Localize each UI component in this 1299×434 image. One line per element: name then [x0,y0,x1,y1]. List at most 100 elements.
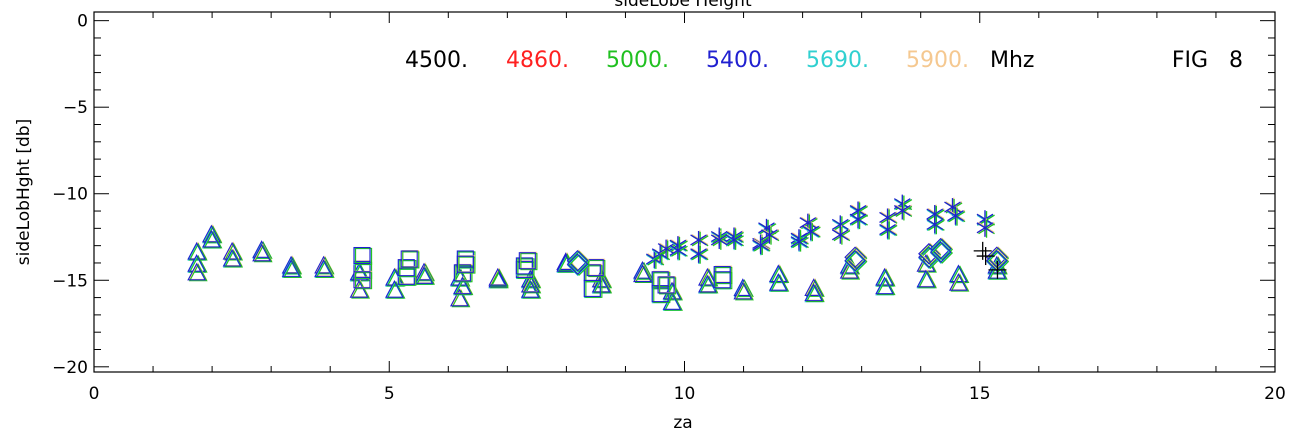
triangle-marker [414,266,434,284]
asterisk-marker [947,206,964,225]
triangle-marker [768,264,788,283]
data-points [187,194,1010,311]
triangle-marker [187,254,207,272]
asterisk-marker [690,244,707,263]
asterisk-marker [710,230,728,249]
diamond-marker [844,249,866,272]
frequency-legend: 4500. 4860. 5000. 5400. 5690. 5900. Mhz [405,48,1034,73]
triangle-marker [699,268,719,287]
legend-unit-label: Mhz [990,48,1034,73]
triangle-marker [201,229,221,248]
triangle-marker [253,244,273,263]
square-marker [713,266,731,284]
square-marker [515,257,533,275]
x-tick-label: 0 [89,384,100,404]
diamond-marker [844,251,867,273]
square-marker [355,247,373,265]
triangle-marker [768,273,788,291]
triangle-marker [591,274,611,293]
square-marker [402,251,420,269]
diamond-marker [566,254,589,277]
triangle-marker [770,265,790,284]
triangle-marker [804,278,824,296]
legend-frequency-label: 5000. [606,48,669,73]
x-tick-label: 15 [969,384,991,404]
square-marker [518,252,536,270]
diamond-marker [929,241,952,263]
triangle-marker [804,283,824,302]
triangle-marker [591,269,611,288]
y-tick-label: 0 [77,12,88,32]
square-marker [455,265,473,283]
asterisk-marker [761,225,778,244]
triangle-marker [988,261,1008,280]
triangle-marker [950,265,970,284]
triangle-marker [876,277,896,296]
y-axis-label: sideLobHght [db] [14,119,34,265]
triangle-marker [948,264,968,283]
asterisk-marker [879,220,896,239]
asterisk-marker [758,218,775,237]
triangle-marker [916,269,936,288]
triangle-marker [634,265,654,284]
square-marker [714,265,733,283]
triangle-marker [188,263,208,282]
triangle-marker [805,284,825,303]
asterisk-marker [831,225,849,244]
triangle-marker [950,273,970,292]
diamond-marker [929,237,952,260]
triangle-marker [520,279,540,298]
diamond-marker [985,249,1008,272]
triangle-marker [188,254,208,273]
square-marker [653,285,671,304]
asterisk-marker [657,239,675,258]
triangle-marker [451,268,471,287]
diamond-marker [566,253,589,275]
asterisk-marker [926,215,944,234]
diamond-marker [930,238,952,261]
triangle-marker [386,280,406,299]
legend-frequency-label: 5690. [806,48,869,73]
triangle-marker [698,274,717,293]
triangle-marker [252,243,272,262]
square-marker [456,255,474,273]
triangle-marker [699,275,719,294]
square-marker [713,271,731,289]
y-tick-label: −10 [52,185,88,205]
square-marker [653,272,671,290]
diamond-marker [919,242,941,265]
tick-labels: 0 5 10 15 20 0 −5 −10 −15 −20 [52,12,1286,404]
triangle-marker [875,276,894,295]
plot-frame [93,11,1276,373]
square-marker [458,256,476,274]
triangle-marker [351,280,371,299]
triangle-marker [698,267,717,286]
diamond-marker [844,246,866,269]
asterisk-marker [849,210,867,229]
square-marker [659,277,677,295]
diamond-marker [845,246,868,268]
triangle-marker [203,230,223,249]
figure-annotation: FIG 8 [1172,48,1243,73]
triangle-marker [454,277,474,296]
triangle-marker [876,268,896,287]
triangle-marker [918,270,937,289]
triangle-marker [488,267,508,286]
legend-frequency-label: 5400. [706,48,769,73]
triangle-marker [449,288,469,307]
square-marker [517,258,535,276]
axis-ticks [93,12,1276,372]
diamond-marker [566,251,589,273]
triangle-marker [489,268,509,287]
square-marker [583,279,601,297]
diamond-marker [566,249,589,272]
square-marker [520,253,538,271]
square-marker [355,272,373,290]
square-marker [353,246,371,265]
square-marker [399,260,417,278]
triangle-marker [222,241,242,260]
triangle-marker [770,273,790,292]
triangle-marker [281,255,301,274]
triangle-marker [187,262,207,281]
